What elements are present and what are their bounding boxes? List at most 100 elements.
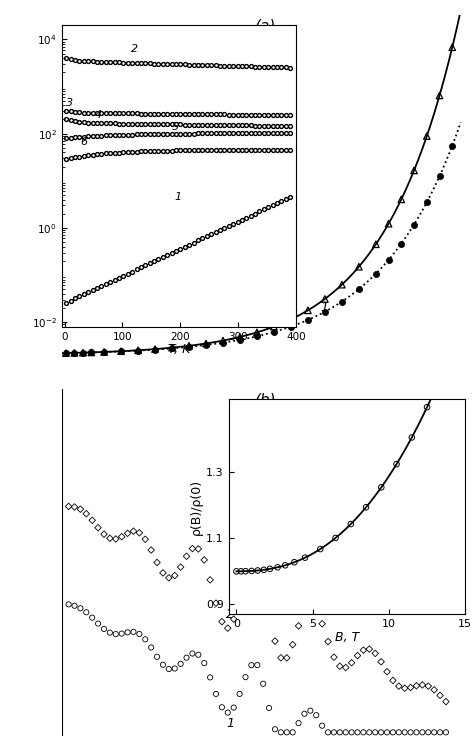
Point xyxy=(189,542,196,554)
Point xyxy=(348,727,356,739)
Point xyxy=(398,238,405,250)
Point xyxy=(304,314,312,326)
Point xyxy=(413,727,420,739)
Point xyxy=(177,561,184,573)
Point xyxy=(259,678,267,690)
Point xyxy=(136,527,143,539)
Point xyxy=(338,279,346,291)
Point xyxy=(365,727,373,739)
Point xyxy=(147,544,155,556)
Point xyxy=(236,331,244,343)
Point xyxy=(194,649,202,661)
Point xyxy=(124,626,131,638)
Point xyxy=(324,636,332,648)
Point xyxy=(88,346,95,358)
Point xyxy=(407,681,414,693)
Point xyxy=(236,334,244,345)
Point xyxy=(301,604,308,616)
Point xyxy=(247,659,255,671)
Point xyxy=(71,600,78,611)
Point xyxy=(259,570,267,582)
Point xyxy=(265,702,273,714)
Point xyxy=(147,641,155,653)
Point xyxy=(224,707,232,718)
Point xyxy=(307,598,314,610)
Point xyxy=(168,342,176,354)
Point xyxy=(398,193,405,205)
Point xyxy=(134,344,142,356)
Point xyxy=(202,337,210,349)
Point xyxy=(100,623,108,635)
Point xyxy=(79,347,87,359)
Point xyxy=(159,659,167,671)
Point xyxy=(165,572,173,584)
Point xyxy=(385,218,392,230)
Point xyxy=(342,661,349,673)
Point xyxy=(410,218,418,230)
Point xyxy=(71,347,78,359)
Point xyxy=(151,343,159,355)
Point xyxy=(289,727,296,739)
Point xyxy=(117,345,125,357)
Point xyxy=(377,656,385,668)
Point xyxy=(62,347,70,359)
Point xyxy=(342,727,349,739)
Point xyxy=(354,649,361,661)
Point xyxy=(372,727,379,739)
Point xyxy=(419,727,426,739)
Point xyxy=(185,341,193,353)
Point xyxy=(319,720,326,732)
Point xyxy=(270,326,278,338)
Point xyxy=(383,727,391,739)
Point xyxy=(289,639,296,651)
Text: 1: 1 xyxy=(226,717,234,730)
Point xyxy=(219,337,227,348)
Point xyxy=(202,339,210,351)
Point xyxy=(71,501,78,513)
Point xyxy=(425,680,432,692)
Point xyxy=(242,565,249,577)
Point xyxy=(218,701,226,713)
Text: 2: 2 xyxy=(226,609,234,621)
Point xyxy=(389,727,397,739)
Point xyxy=(254,543,261,555)
Point xyxy=(321,306,328,318)
Point xyxy=(201,554,208,566)
Point xyxy=(118,531,126,542)
Point xyxy=(354,727,361,739)
Point xyxy=(130,626,137,637)
Point xyxy=(401,682,409,694)
Point xyxy=(112,628,119,640)
Text: 2: 2 xyxy=(270,312,278,325)
Point xyxy=(277,652,285,663)
Point xyxy=(355,283,363,295)
Point xyxy=(436,89,443,101)
Point xyxy=(189,648,196,660)
Point xyxy=(100,346,108,358)
Point xyxy=(413,680,420,692)
Point xyxy=(348,657,356,669)
Point xyxy=(183,551,191,562)
Point xyxy=(151,344,159,356)
Point xyxy=(117,345,125,357)
Point xyxy=(312,710,320,721)
Point xyxy=(377,727,385,739)
Point xyxy=(423,196,430,208)
Point xyxy=(401,727,409,739)
Point xyxy=(410,164,418,176)
Point xyxy=(159,567,167,579)
Point xyxy=(372,239,380,250)
Point xyxy=(165,663,173,675)
Point xyxy=(277,727,285,739)
Point xyxy=(183,652,191,663)
Point xyxy=(141,633,149,645)
Point xyxy=(230,701,237,713)
Point xyxy=(136,628,143,640)
Point xyxy=(423,130,430,142)
Point xyxy=(219,334,227,346)
Point xyxy=(112,533,119,545)
Point xyxy=(134,345,142,357)
Point xyxy=(124,528,131,539)
Point xyxy=(295,717,302,729)
Point xyxy=(194,543,202,555)
